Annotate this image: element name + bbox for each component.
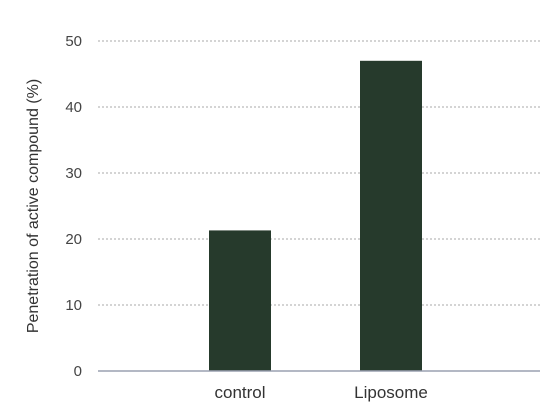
category-labels: control Liposome xyxy=(214,383,427,402)
y-tick-labels: 0 10 20 30 40 50 xyxy=(65,33,82,380)
category-label: control xyxy=(214,383,265,402)
bar-control xyxy=(209,230,271,371)
grid-lines xyxy=(98,40,540,306)
y-tick-label: 30 xyxy=(65,165,82,182)
category-label: Liposome xyxy=(354,383,428,402)
y-tick-label: 0 xyxy=(74,363,82,380)
y-tick-label: 20 xyxy=(65,231,82,248)
y-axis-title: Penetration of active compound (%) xyxy=(25,79,42,333)
bar-liposome xyxy=(360,60,422,372)
y-tick-label: 50 xyxy=(65,33,82,50)
bars xyxy=(209,60,422,372)
y-tick-label: 10 xyxy=(65,297,82,314)
y-tick-label: 40 xyxy=(65,99,82,116)
